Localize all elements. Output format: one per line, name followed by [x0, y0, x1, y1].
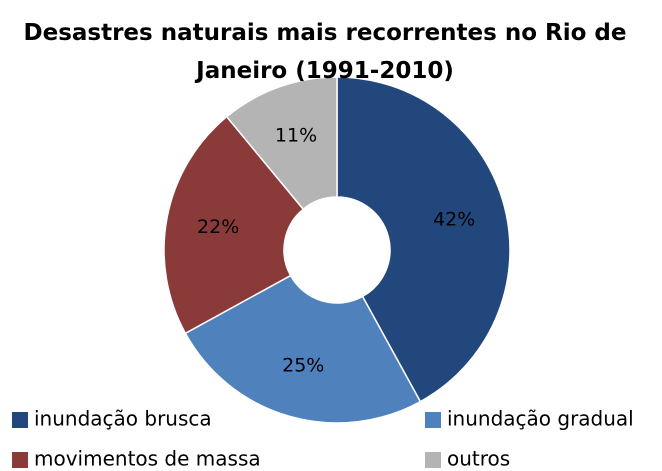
data-label: 25%: [282, 355, 324, 377]
donut-slice: [163, 115, 305, 335]
legend-swatch: [12, 452, 28, 468]
legend-label: movimentos de massa: [34, 447, 261, 471]
legend-label: outros: [447, 447, 510, 471]
legend-swatch: [12, 412, 28, 428]
legend-swatch: [425, 412, 441, 428]
data-label: 42%: [433, 208, 475, 230]
chart-title: Desastres naturais mais recorrentes no R…: [23, 20, 627, 84]
data-label: 22%: [197, 216, 239, 238]
donut-slice: [184, 274, 422, 424]
data-label: 11%: [275, 125, 317, 147]
donut-slice: [225, 76, 338, 211]
legend-label: inundação gradual: [447, 407, 634, 431]
legend-label: inundação brusca: [34, 407, 212, 431]
legend-swatch: [425, 452, 441, 468]
donut-slice: [336, 76, 511, 403]
